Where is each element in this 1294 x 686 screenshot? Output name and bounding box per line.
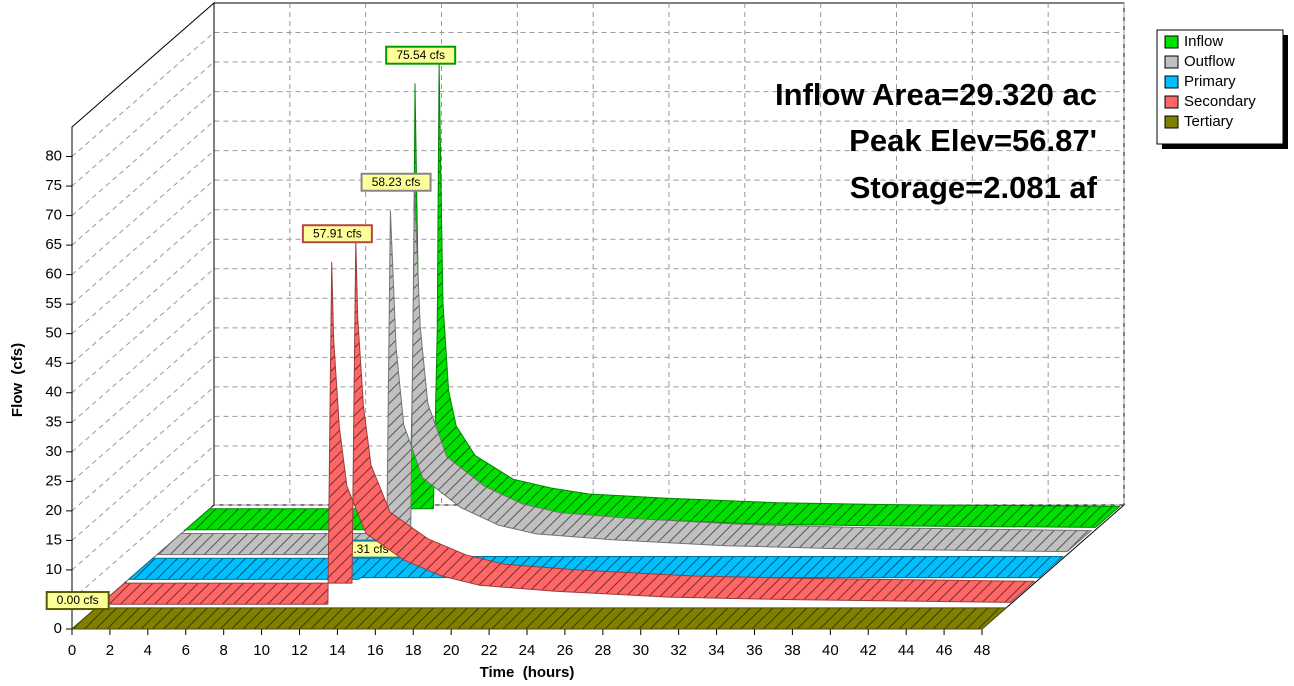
grid-line [71,179,1124,305]
x-tick-label: 40 [822,642,839,659]
x-tick-label: 20 [443,642,460,659]
x-tick-label: 18 [405,642,422,659]
grid-line [71,61,1124,187]
ribbon [71,607,1007,630]
annotation: Storage=2.081 af [850,170,1098,205]
x-tick-label: 4 [144,642,152,659]
value-label-box [45,591,110,611]
x-tick-label: 32 [670,642,687,659]
x-axis-label: Time (hours) [480,664,575,681]
legend-label: Tertiary [1184,113,1234,130]
y-tick-label: 50 [45,325,62,342]
x-tick-label: 46 [936,642,953,659]
value-label: 0.31 cfs [347,542,389,556]
value-label: 0.00 cfs [57,593,99,607]
y-tick-label: 10 [45,561,62,578]
x-tick-label: 34 [708,642,725,659]
x-tick-label: 28 [594,642,611,659]
x-tick-label: 26 [557,642,574,659]
ribbon [99,240,1035,605]
value-label-box [301,224,373,244]
y-tick-label: 25 [45,472,62,489]
y-axis-label: Flow (cfs) [9,343,26,417]
x-tick-label: 6 [182,642,190,659]
y-tick-label: 15 [45,531,62,548]
x-tick-label: 22 [481,642,498,659]
x-tick-label: 12 [291,642,308,659]
legend-label: Outflow [1184,53,1235,70]
y-tick-label: 55 [45,295,62,312]
legend-swatch [1164,35,1179,49]
legend-label: Secondary [1184,93,1256,110]
x-tick-label: 42 [860,642,877,659]
x-tick-label: 30 [632,642,649,659]
x-tick-label: 24 [519,642,536,659]
value-label: 57.91 cfs [313,226,362,240]
x-tick-label: 2 [106,642,114,659]
value-label: 58.23 cfs [372,175,421,189]
ribbon [156,189,1092,556]
x-tick-label: 8 [219,642,227,659]
value-label: 75.54 cfs [396,48,445,62]
grid-line [71,91,1124,216]
x-tick-label: 36 [746,642,763,659]
y-tick-label: 40 [45,384,62,401]
y-tick-label: 45 [45,354,62,371]
grid-line [71,297,1124,423]
legend-swatch [1164,95,1179,109]
x-tick-label: 16 [367,642,384,659]
legend-swatch [1164,75,1179,89]
y-tick-label: 60 [45,266,62,283]
y-tick-label: 70 [45,207,62,224]
value-label-box [385,45,457,65]
y-tick-label: 35 [45,413,62,430]
x-tick-label: 14 [329,642,346,659]
x-tick-label: 44 [898,642,915,659]
x-tick-label: 10 [253,642,270,659]
grid-line [71,209,1124,335]
x-tick-label: 38 [784,642,801,659]
y-tick-label: 20 [45,502,62,519]
annotation: Peak Elev=56.87' [849,123,1097,158]
grid-line [71,386,1124,512]
y-tick-label: 65 [45,236,62,253]
y-tick-label: 75 [45,177,62,194]
x-tick-label: 48 [974,642,991,659]
grid-line [71,415,1124,541]
y-tick-label: 0 [54,620,62,637]
value-label-box [360,172,432,192]
annotation: Inflow Area=29.320 ac [775,77,1097,112]
x-tick-label: 0 [68,642,76,659]
legend-swatch [1164,115,1179,129]
legend-label: Primary [1184,73,1236,90]
legend-label: Inflow [1184,33,1223,50]
y-tick-label: 80 [45,147,62,164]
legend-swatch [1164,55,1179,69]
y-tick-label: 30 [45,443,62,460]
